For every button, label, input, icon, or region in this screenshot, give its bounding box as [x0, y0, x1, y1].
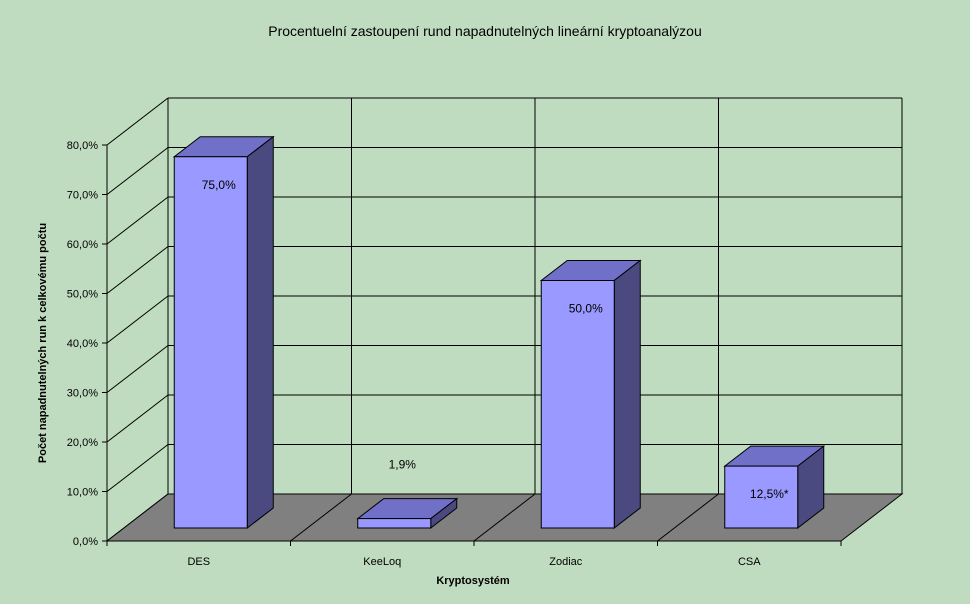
side-wall-gridline	[106, 97, 169, 146]
bar-front-face	[357, 518, 432, 529]
x-tick-label: KeeLoq	[363, 556, 401, 568]
bar-front-face	[540, 280, 615, 529]
side-wall-gridline	[106, 345, 169, 393]
y-tick-label: 60,0%	[67, 239, 98, 251]
side-wall-gridline	[106, 444, 169, 492]
y-axis-title: Počet napadnutelných run k celkovému poč…	[37, 223, 49, 463]
bar-front-face	[173, 156, 248, 529]
bar-data-label: 12,5%*	[750, 487, 789, 501]
y-tick-label: 20,0%	[67, 437, 98, 449]
bar-side-face	[613, 259, 641, 530]
y-tick-label: 80,0%	[67, 140, 98, 152]
grid-layer	[102, 97, 903, 546]
bar-data-label: 50,0%	[569, 302, 603, 316]
floor-divider	[290, 493, 352, 542]
y-tick-label: 0,0%	[73, 536, 98, 548]
bar-data-label: 75,0%	[202, 178, 236, 192]
bar-csa	[723, 445, 826, 530]
y-tick-label: 50,0%	[67, 289, 98, 301]
side-wall-gridline	[106, 394, 169, 443]
bar-data-label: 1,9%	[389, 458, 417, 472]
y-tick-label: 40,0%	[67, 338, 98, 350]
side-wall-gridline	[106, 246, 169, 294]
bar-des	[172, 135, 275, 530]
floor-divider	[657, 493, 719, 542]
bar-front-face	[724, 465, 799, 529]
floor-divider	[473, 493, 536, 542]
x-tick-label: Zodiac	[549, 556, 583, 568]
x-tick-label: CSA	[738, 556, 761, 568]
y-tick-label: 70,0%	[67, 190, 98, 202]
side-wall-gridline	[106, 295, 169, 344]
bars-layer	[172, 135, 826, 530]
y-tick-label: 30,0%	[67, 388, 98, 400]
x-tick-label: DES	[187, 556, 210, 568]
x-axis-title: Kryptosystém	[436, 575, 510, 587]
side-wall-gridline	[106, 147, 169, 195]
bar-zodiac	[539, 259, 642, 530]
labels-layer: 0,0% 10,0% 20,0% 30,0% 40,0% 50,0% 60,0% 70,0% 8…	[67, 140, 789, 568]
bar-side-face	[246, 135, 274, 530]
chart-title: Procentuelní zastoupení rund napadnuteln…	[268, 23, 702, 39]
chart-floor	[105, 493, 904, 542]
y-tick-label: 10,0%	[67, 487, 98, 499]
side-wall-gridline	[106, 196, 169, 245]
bar-keeloq	[356, 497, 459, 530]
